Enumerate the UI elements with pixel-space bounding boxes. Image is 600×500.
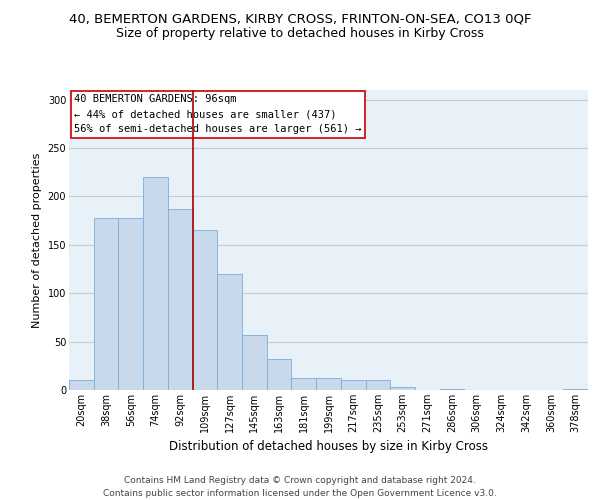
X-axis label: Distribution of detached houses by size in Kirby Cross: Distribution of detached houses by size … — [169, 440, 488, 454]
Y-axis label: Number of detached properties: Number of detached properties — [32, 152, 42, 328]
Bar — [390, 387, 415, 390]
Text: Size of property relative to detached houses in Kirby Cross: Size of property relative to detached ho… — [116, 28, 484, 40]
Bar — [143, 177, 168, 390]
Bar — [341, 380, 365, 390]
Bar — [118, 218, 143, 390]
Bar — [316, 378, 341, 390]
Text: 40 BEMERTON GARDENS: 96sqm
← 44% of detached houses are smaller (437)
56% of sem: 40 BEMERTON GARDENS: 96sqm ← 44% of deta… — [74, 94, 362, 134]
Bar — [94, 218, 118, 390]
Bar — [193, 230, 217, 390]
Bar — [292, 378, 316, 390]
Text: 40, BEMERTON GARDENS, KIRBY CROSS, FRINTON-ON-SEA, CO13 0QF: 40, BEMERTON GARDENS, KIRBY CROSS, FRINT… — [69, 12, 531, 26]
Bar — [168, 209, 193, 390]
Bar — [440, 389, 464, 390]
Bar — [365, 380, 390, 390]
Bar — [217, 274, 242, 390]
Bar — [242, 335, 267, 390]
Bar — [563, 389, 588, 390]
Bar — [267, 359, 292, 390]
Text: Contains HM Land Registry data © Crown copyright and database right 2024.
Contai: Contains HM Land Registry data © Crown c… — [103, 476, 497, 498]
Bar — [69, 380, 94, 390]
